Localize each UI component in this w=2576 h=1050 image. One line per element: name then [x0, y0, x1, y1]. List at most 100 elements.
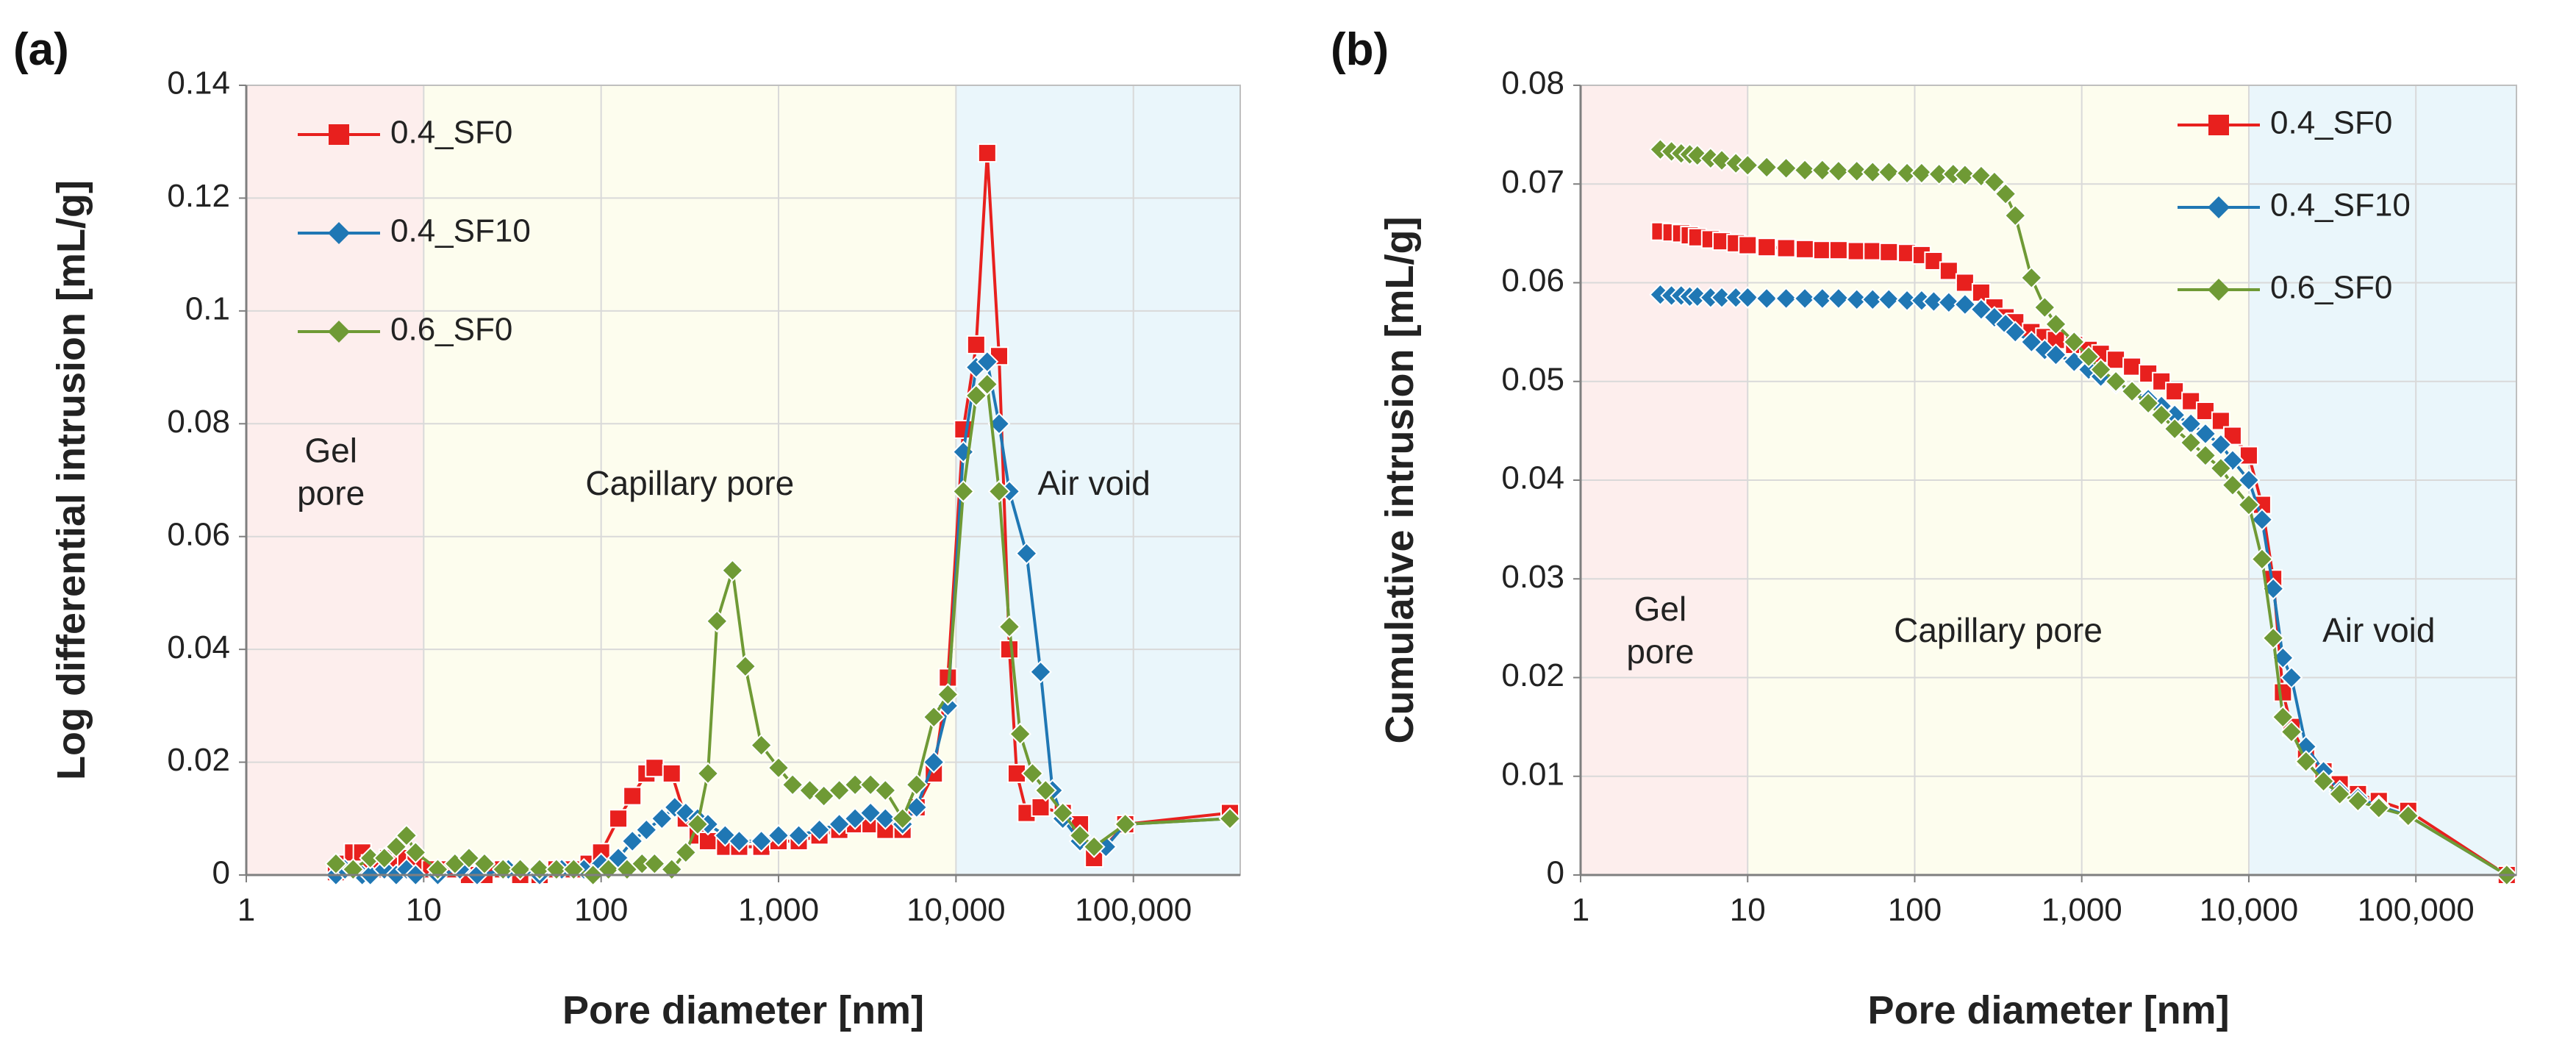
data-point	[1015, 542, 1038, 565]
y-tick-label: 0.04	[167, 629, 230, 665]
data-point	[2163, 417, 2186, 440]
x-axis-title: Pore diameter [nm]	[562, 988, 924, 1032]
data-point	[2077, 345, 2100, 368]
data-point	[1845, 288, 1869, 311]
data-point	[954, 419, 973, 439]
data-point	[2194, 444, 2217, 467]
data-point	[1828, 240, 1848, 260]
data-point	[767, 756, 790, 779]
data-point	[620, 829, 644, 853]
y-tick-label: 0.12	[167, 178, 230, 214]
data-point	[965, 384, 988, 407]
data-point	[2397, 804, 2420, 827]
data-point	[1861, 160, 1884, 184]
data-point	[1000, 640, 1020, 660]
legend-marker	[329, 124, 349, 145]
data-point	[2136, 391, 2160, 415]
data-point	[2062, 330, 2086, 354]
data-point	[2209, 457, 2233, 480]
x-tick-label: 10	[406, 892, 442, 928]
y-tick-label: 0.02	[1501, 657, 1564, 693]
x-tick-label: 1,000	[738, 892, 819, 928]
data-point	[808, 818, 831, 842]
data-point	[1811, 287, 1834, 310]
y-tick-label: 0.06	[167, 516, 230, 552]
data-point	[966, 335, 986, 354]
y-tick-label: 0.14	[167, 65, 230, 101]
data-point	[1021, 762, 1044, 785]
x-tick-label: 100	[1888, 892, 1942, 928]
data-point	[2271, 705, 2294, 729]
legend: 0.4_SF0 0.4_SF10 0.6_SF0	[2178, 105, 2411, 306]
data-point	[781, 773, 804, 796]
data-point	[2250, 508, 2274, 532]
region-label: pore	[1626, 632, 1694, 671]
data-point	[1009, 722, 1032, 746]
data-point	[1736, 154, 1759, 177]
data-point	[2165, 382, 2185, 401]
data-point	[2346, 789, 2369, 813]
data-point	[720, 559, 744, 582]
data-point	[634, 818, 658, 842]
data-point	[1877, 288, 1900, 311]
region-label: Capillary pore	[585, 464, 794, 502]
data-point	[998, 615, 1021, 638]
data-point	[2209, 433, 2233, 457]
data-point	[1877, 160, 1900, 184]
panel-b: (b) Gel pore Capillary pore Air void 0 0.01 0.0…	[1331, 24, 2519, 1032]
data-point	[2044, 312, 2067, 336]
data-point	[1939, 261, 1958, 281]
legend-marker	[2208, 115, 2229, 135]
data-point	[1029, 660, 1052, 684]
panel-label: (b)	[1331, 24, 1389, 75]
data-point	[2280, 720, 2303, 743]
data-point	[1051, 801, 1075, 825]
data-point	[873, 807, 897, 830]
data-point	[1738, 235, 1758, 255]
data-point	[2179, 431, 2203, 454]
y-tick-label: 0.05	[1501, 361, 1564, 397]
data-point	[1879, 242, 1899, 262]
data-point	[750, 829, 773, 853]
data-point	[373, 846, 396, 870]
data-point	[977, 143, 997, 163]
legend-marker	[328, 222, 350, 244]
data-point	[2106, 350, 2126, 370]
x-tick-label: 1	[237, 892, 255, 928]
x-axis-title: Pore diameter [nm]	[1867, 988, 2229, 1032]
data-point	[395, 824, 418, 847]
data-point	[734, 654, 757, 678]
legend-label: 0.6_SF0	[390, 312, 512, 348]
legend-label: 0.4_SF10	[2270, 188, 2411, 224]
legend-marker	[2208, 196, 2230, 218]
region-label: pore	[297, 474, 365, 512]
y-tick-label: 0.06	[1501, 262, 1564, 299]
data-point	[1082, 835, 1106, 859]
data-point	[2150, 403, 2173, 426]
data-point	[1845, 160, 1869, 183]
data-point	[787, 824, 810, 847]
legend-label: 0.4_SF10	[390, 213, 531, 249]
data-point	[2104, 370, 2128, 393]
data-point	[951, 479, 975, 503]
data-point	[2194, 422, 2217, 446]
data-point	[404, 840, 427, 864]
y-axis-title: Cumulative intrusion [mL/g]	[1378, 216, 1422, 743]
data-point	[1937, 290, 1961, 314]
x-tick-label: 1,000	[2042, 892, 2122, 928]
region-band-1	[423, 85, 956, 875]
x-tick-label: 100,000	[1075, 892, 1192, 928]
data-point	[1910, 162, 1933, 185]
panel-label: (a)	[13, 24, 69, 75]
data-point	[922, 751, 945, 774]
y-axis-title: Log differential intrusion [mL/g]	[49, 180, 93, 780]
data-point	[2120, 379, 2144, 403]
y-tick-label: 0.04	[1501, 460, 1564, 496]
data-point	[750, 734, 773, 757]
data-point	[987, 479, 1011, 503]
data-point	[2003, 321, 2027, 344]
region-band-0	[246, 85, 424, 875]
series-0.6_SF0	[324, 373, 1242, 887]
x-tick-label: 1	[1572, 892, 1589, 928]
